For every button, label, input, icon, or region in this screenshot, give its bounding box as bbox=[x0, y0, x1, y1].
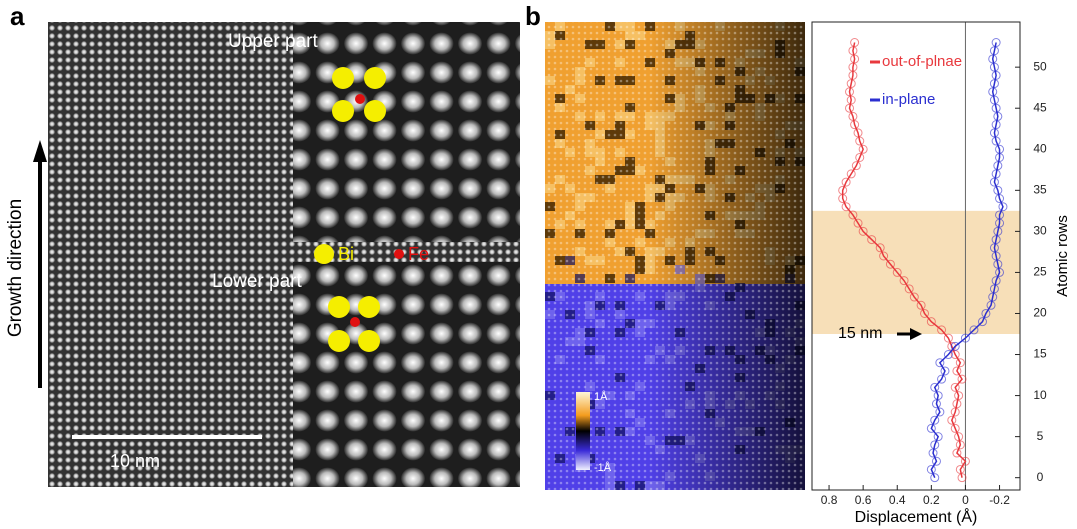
growth-arrowhead bbox=[33, 140, 47, 162]
panel-label: b bbox=[525, 1, 541, 31]
annotation: 15 nm bbox=[838, 325, 882, 342]
y-tick-label: 40 bbox=[1033, 141, 1047, 155]
fe-label: Fe bbox=[408, 244, 429, 264]
bi-label: Bi bbox=[338, 244, 354, 264]
x-tick-label: 0.6 bbox=[855, 493, 872, 507]
colorbar bbox=[576, 392, 590, 470]
x-tick-label: 0.8 bbox=[821, 493, 838, 507]
x-tick-label: 0.2 bbox=[923, 493, 940, 507]
y-tick-label: 30 bbox=[1033, 224, 1047, 238]
y-tick-label: 5 bbox=[1037, 429, 1044, 443]
colorbar-min: -1Å bbox=[594, 461, 612, 474]
growth-label: Growth direction bbox=[5, 199, 26, 337]
y-tick-label: 0 bbox=[1037, 470, 1044, 484]
figure: a Upper part Lower part Bi Fe 10 nm Grow… bbox=[0, 0, 1077, 529]
upper-label: Upper part bbox=[228, 31, 318, 52]
colorbar-max: 1Å bbox=[594, 390, 608, 403]
scale-label: 10 nm bbox=[110, 451, 160, 471]
y-tick-label: 20 bbox=[1033, 306, 1047, 320]
y-axis-label: Atomic rows bbox=[1054, 215, 1071, 297]
inset-lower bbox=[293, 262, 520, 487]
profile-chart: 0.8 0.6 0.4 0.2 0 -0.2 0 5 10 15 20 25 30 35 40 45 50 Dis… bbox=[812, 22, 1071, 526]
y-tick-label: 50 bbox=[1033, 59, 1047, 73]
inset-upper bbox=[293, 22, 520, 242]
legend-label: out-of-plnae bbox=[882, 53, 962, 70]
x-tick-label: 0 bbox=[962, 493, 969, 507]
legend-label: in-plane bbox=[882, 91, 935, 108]
x-axis-label: Displacement (Å) bbox=[855, 507, 978, 526]
lower-label: Lower part bbox=[212, 271, 302, 292]
y-tick-label: 15 bbox=[1033, 347, 1047, 361]
x-tick-label: 0.4 bbox=[889, 493, 906, 507]
y-tick-label: 25 bbox=[1033, 265, 1047, 279]
panel-label: a bbox=[10, 1, 25, 31]
x-tick-label: -0.2 bbox=[989, 493, 1010, 507]
y-tick-label: 10 bbox=[1033, 388, 1047, 402]
y-tick-label: 35 bbox=[1033, 182, 1047, 196]
y-tick-label: 45 bbox=[1033, 100, 1047, 114]
